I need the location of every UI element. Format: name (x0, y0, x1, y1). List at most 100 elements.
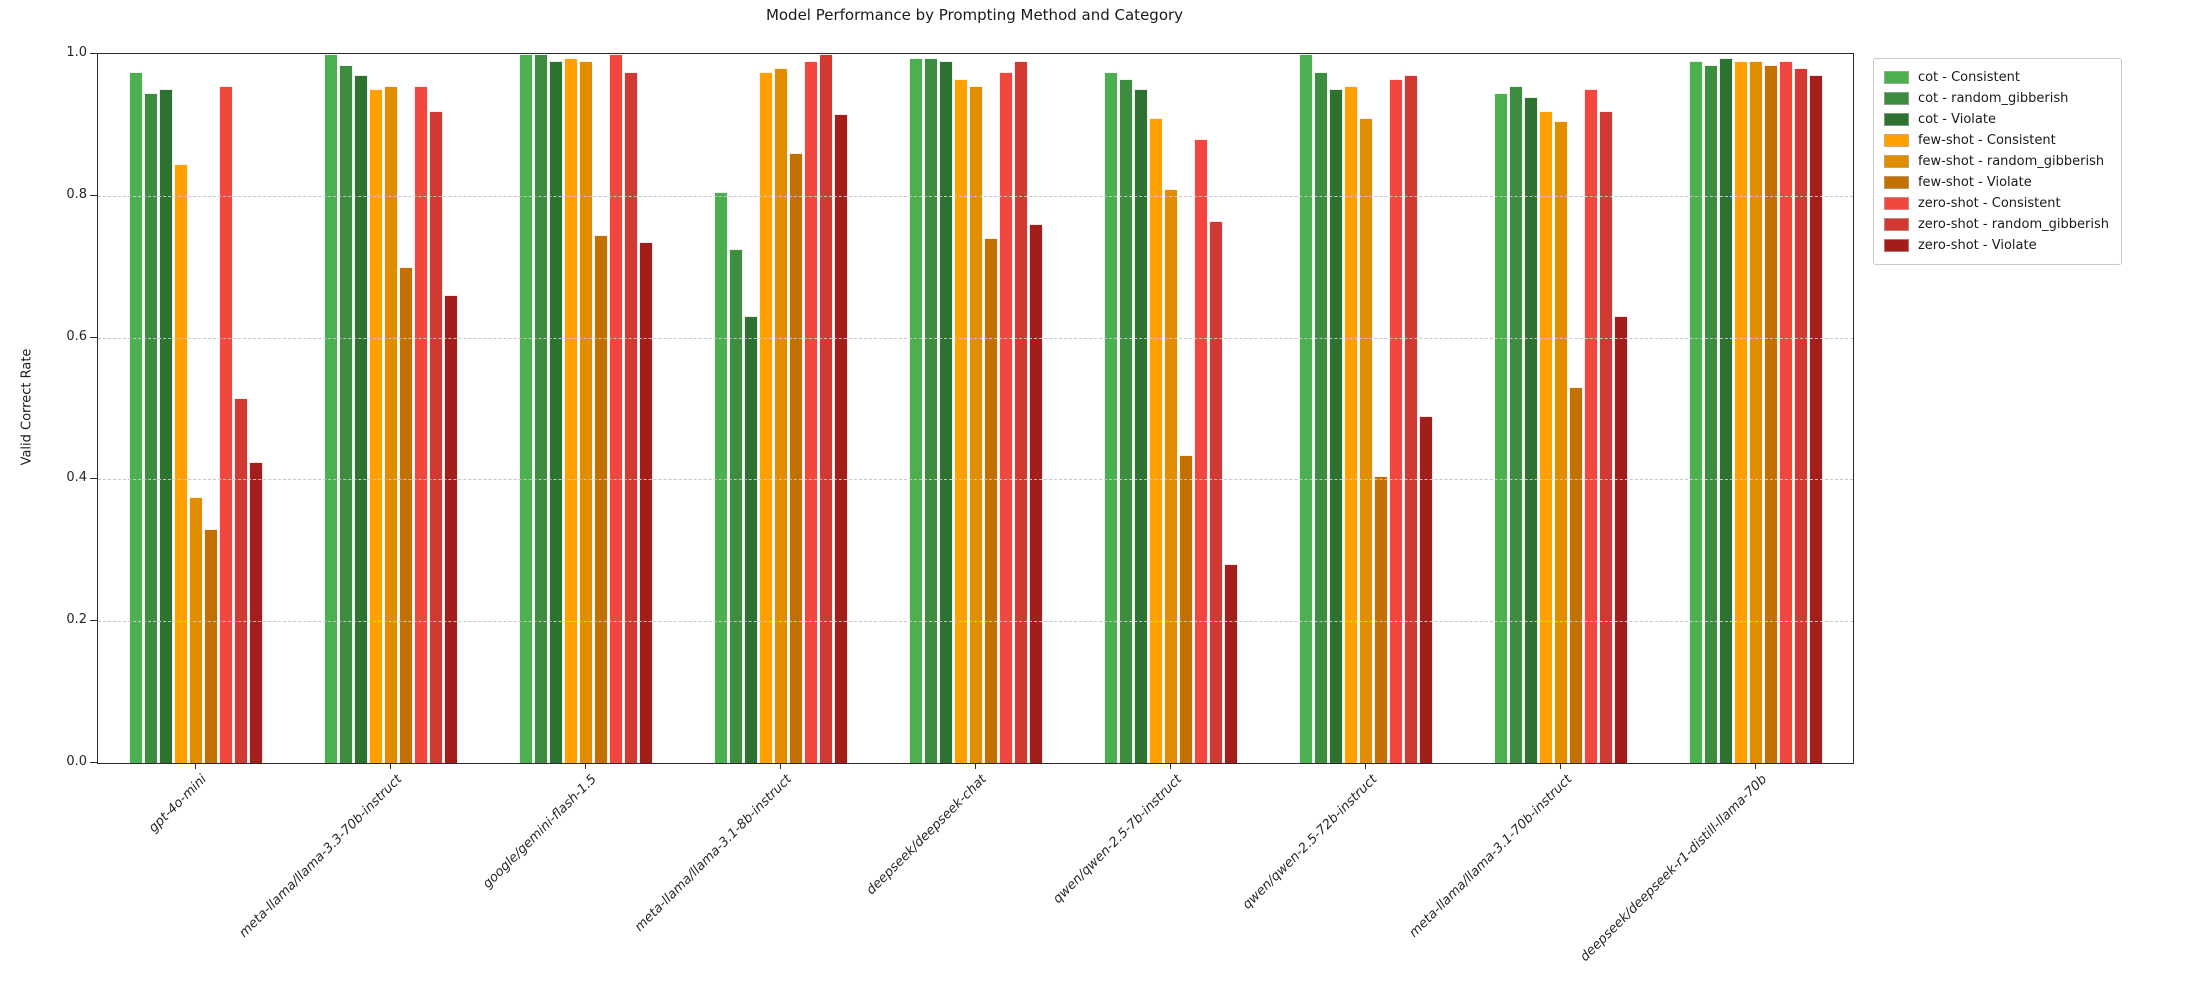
bar-cot-Consistent (713, 192, 728, 763)
legend-label: cot - Consistent (1917, 70, 2020, 85)
legend-label: few-shot - Violate (1917, 175, 2032, 190)
bar-group (293, 54, 488, 763)
x-tick-mark (194, 763, 196, 769)
bar-group (1463, 54, 1658, 763)
legend-swatch (1883, 176, 1909, 189)
bar-few-shot-Consistent (1538, 110, 1553, 763)
bar-few-shot-Consistent (953, 78, 968, 763)
bar-cot-random_gibberish (338, 64, 353, 763)
plot-area (97, 53, 1854, 764)
bar-zero-shot-Consistent (1193, 139, 1208, 763)
y-tick-label: 0.4 (66, 470, 87, 486)
x-tick-label: deepseek/deepseek-r1-distill-llama-70b (1577, 772, 1771, 965)
bar-cot-random_gibberish (1703, 64, 1718, 763)
bar-zero-shot-Consistent (1583, 89, 1598, 763)
bar-group (878, 54, 1073, 763)
bar-cot-Consistent (1493, 93, 1508, 763)
bar-few-shot-random_gibberish (1358, 117, 1373, 763)
x-tick-mark (584, 763, 586, 769)
bar-zero-shot-Consistent (413, 85, 428, 763)
bar-cot-Violate (1133, 89, 1148, 763)
legend-label: zero-shot - Consistent (1917, 196, 2061, 211)
bar-zero-shot-random_gibberish (1403, 75, 1418, 763)
y-tick-label: 0.8 (66, 186, 87, 202)
y-tick-label: 0.2 (66, 612, 87, 628)
bar-group (683, 54, 878, 763)
x-tick-label: meta-llama/llama-3.1-8b-instruct (632, 772, 796, 935)
bar-zero-shot-random_gibberish (1598, 110, 1613, 763)
bar-few-shot-Consistent (563, 57, 578, 763)
legend-swatch (1883, 92, 1909, 105)
x-tick-mark (1364, 763, 1366, 769)
bar-few-shot-Violate (593, 234, 608, 763)
legend-item: few-shot - Consistent (1883, 130, 2109, 151)
bar-cot-Violate (743, 316, 758, 763)
x-tick-label: meta-llama/llama-3.1-70b-instruct (1406, 772, 1576, 941)
bar-zero-shot-random_gibberish (1208, 220, 1223, 763)
x-tick-label: qwen/qwen-2.5-72b-instruct (1239, 772, 1381, 913)
x-tick-mark (1559, 763, 1561, 769)
legend-swatch (1883, 113, 1909, 126)
legend-swatch (1883, 239, 1909, 252)
legend-item: zero-shot - Consistent (1883, 193, 2109, 214)
bar-cot-Violate (548, 61, 563, 763)
bar-zero-shot-random_gibberish (818, 54, 833, 763)
bar-few-shot-Consistent (1148, 117, 1163, 763)
legend-item: few-shot - random_gibberish (1883, 151, 2109, 172)
bar-group (98, 54, 293, 763)
bar-cot-Violate (1523, 96, 1538, 763)
x-tick-label: qwen/qwen-2.5-7b-instruct (1050, 772, 1186, 907)
legend-label: cot - Violate (1917, 112, 1996, 127)
bar-few-shot-random_gibberish (383, 85, 398, 763)
chart-title: Model Performance by Prompting Method an… (765, 6, 1184, 24)
y-tick-mark (90, 53, 97, 54)
bar-few-shot-Consistent (368, 89, 383, 763)
bar-zero-shot-Violate (1223, 564, 1238, 763)
bar-cot-random_gibberish (923, 57, 938, 763)
bar-few-shot-Violate (983, 238, 998, 763)
bar-few-shot-Consistent (173, 163, 188, 763)
x-tick-mark (1754, 763, 1756, 769)
bar-zero-shot-Violate (638, 241, 653, 763)
bar-cot-Consistent (908, 57, 923, 763)
y-tick-label: 0.6 (66, 328, 87, 344)
legend-item: few-shot - Violate (1883, 172, 2109, 193)
bar-zero-shot-Violate (1613, 316, 1628, 763)
legend-item: cot - random_gibberish (1883, 88, 2109, 109)
bar-cot-Violate (1328, 89, 1343, 763)
bar-cot-random_gibberish (1118, 78, 1133, 763)
legend-swatch (1883, 134, 1909, 147)
legend-swatch (1883, 218, 1909, 231)
bar-cot-Consistent (518, 54, 533, 763)
bar-few-shot-random_gibberish (1163, 188, 1178, 763)
bar-cot-random_gibberish (533, 54, 548, 763)
bar-zero-shot-random_gibberish (428, 110, 443, 763)
x-tick-mark (779, 763, 781, 769)
bar-zero-shot-Violate (1028, 224, 1043, 763)
legend-swatch (1883, 155, 1909, 168)
legend-item: zero-shot - random_gibberish (1883, 214, 2109, 235)
bar-zero-shot-Violate (833, 114, 848, 763)
bar-group (1658, 54, 1853, 763)
bar-zero-shot-random_gibberish (623, 71, 638, 763)
bar-few-shot-Violate (1763, 64, 1778, 763)
bar-few-shot-Consistent (758, 71, 773, 763)
bar-zero-shot-Violate (1808, 75, 1823, 763)
legend-item: cot - Consistent (1883, 67, 2109, 88)
bar-cot-Consistent (128, 71, 143, 763)
bar-cot-Consistent (323, 54, 338, 763)
x-tick-label: gpt-4o-mini (146, 772, 211, 836)
legend-label: few-shot - Consistent (1917, 133, 2056, 148)
bar-zero-shot-Consistent (608, 54, 623, 763)
bar-few-shot-random_gibberish (1748, 61, 1763, 763)
bar-few-shot-Violate (1568, 387, 1583, 763)
bar-few-shot-Violate (398, 266, 413, 763)
bar-cot-Violate (353, 75, 368, 763)
bar-zero-shot-Consistent (1388, 78, 1403, 763)
bar-few-shot-random_gibberish (968, 85, 983, 763)
y-tick-label: 1.0 (66, 45, 87, 60)
bar-few-shot-Violate (1178, 454, 1193, 763)
bar-cot-random_gibberish (1313, 71, 1328, 763)
